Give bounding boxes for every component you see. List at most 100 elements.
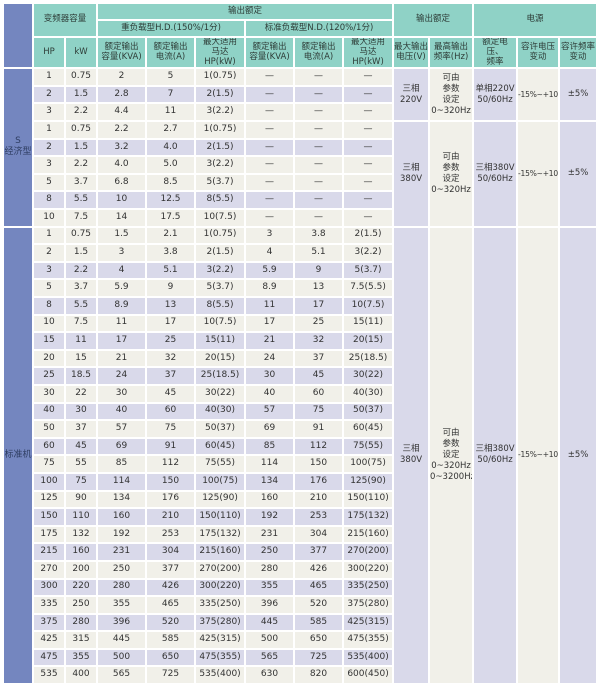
hd-capacity-cell: 2.2 bbox=[98, 122, 146, 138]
kw-cell: 15 bbox=[66, 350, 97, 367]
nd-capacity-cell: 396 bbox=[246, 597, 294, 613]
spec-row: 8 5.5 10 12.5 8(5.5) — — — bbox=[4, 192, 596, 209]
nd-current-cell: 150 bbox=[295, 456, 343, 472]
hd-motor-cell: 10(7.5) bbox=[196, 315, 245, 332]
nd-motor-cell: 425(315) bbox=[344, 614, 393, 631]
hp-cell: 15 bbox=[34, 333, 64, 349]
header-hp: HP bbox=[34, 38, 64, 68]
spec-row: 375 280 396 520 375(280) 445 585 425(315) bbox=[4, 614, 596, 631]
nd-current-cell: 32 bbox=[295, 333, 343, 349]
spec-row: 3 2.2 4 5.1 3(2.2) 5.9 9 5(3.7) bbox=[4, 262, 596, 279]
nd-capacity-cell: — bbox=[246, 104, 294, 121]
hd-motor-cell: 3(2.2) bbox=[196, 262, 245, 279]
nd-capacity-cell: 5.9 bbox=[246, 262, 294, 279]
max-voltage-cell: 三相 220V bbox=[394, 69, 429, 121]
nd-motor-cell: 40(30) bbox=[344, 385, 393, 402]
nd-capacity-cell: — bbox=[246, 139, 294, 156]
hd-capacity-cell: 8.9 bbox=[98, 298, 146, 314]
kw-cell: 2.2 bbox=[66, 157, 97, 173]
spec-row: 1 0.75 2.2 2.7 1(0.75) — — — 三相 380V 可由 参数 设定 0~3… bbox=[4, 122, 597, 226]
hd-capacity-cell: 250 bbox=[98, 561, 146, 578]
nd-capacity-cell: 114 bbox=[246, 456, 294, 472]
max-voltage-cell: 三相 380V bbox=[394, 122, 429, 226]
hd-motor-cell: 75(55) bbox=[196, 456, 245, 472]
hd-current-cell: 465 bbox=[147, 597, 195, 613]
kw-cell: 200 bbox=[66, 561, 97, 578]
nd-current-cell: — bbox=[295, 174, 343, 191]
spec-row: 3 2.2 4.4 11 3(2.2) — — — bbox=[4, 104, 596, 121]
nd-capacity-cell: 11 bbox=[246, 298, 294, 314]
nd-current-cell: 304 bbox=[295, 526, 343, 543]
hp-cell: 1 bbox=[34, 69, 64, 85]
nd-current-cell: 253 bbox=[295, 509, 343, 525]
frequency-tolerance-cell: ±5% bbox=[560, 122, 597, 226]
hp-cell: 1 bbox=[34, 122, 64, 138]
kw-cell: 5.5 bbox=[66, 298, 97, 314]
section-label: S 经济型 bbox=[4, 69, 32, 226]
kw-cell: 7.5 bbox=[66, 210, 97, 226]
spec-row: 425 315 445 585 425(315) 500 650 475(355) bbox=[4, 632, 596, 648]
nd-current-cell: — bbox=[295, 210, 343, 226]
hd-motor-cell: 125(90) bbox=[196, 491, 245, 508]
spec-row: 2 1.5 3 3.8 2(1.5) 4 5.1 3(2.2) bbox=[4, 245, 596, 261]
hd-current-cell: 2.1 bbox=[147, 227, 195, 244]
spec-row: 3 2.2 4.0 5.0 3(2.2) — — — bbox=[4, 157, 596, 173]
hd-current-cell: 5 bbox=[147, 69, 195, 85]
header-kw: kW bbox=[66, 38, 97, 68]
nd-capacity-cell: — bbox=[246, 192, 294, 209]
hp-cell: 5 bbox=[34, 280, 64, 297]
spec-row: 10 7.5 11 17 10(7.5) 17 25 15(11) bbox=[4, 315, 596, 332]
hd-current-cell: 426 bbox=[147, 579, 195, 596]
kw-cell: 18.5 bbox=[66, 368, 97, 384]
hd-capacity-cell: 4.4 bbox=[98, 104, 146, 121]
voltage-tolerance-cell: -15%~+10% bbox=[518, 69, 559, 121]
nd-capacity-cell: 21 bbox=[246, 333, 294, 349]
nd-motor-cell: 3(2.2) bbox=[344, 245, 393, 261]
spec-row: 30 22 30 45 30(22) 40 60 40(30) bbox=[4, 385, 596, 402]
hd-capacity-cell: 565 bbox=[98, 667, 146, 684]
hd-motor-cell: 535(400) bbox=[196, 667, 245, 684]
nd-current-cell: — bbox=[295, 104, 343, 121]
nd-capacity-cell: — bbox=[246, 210, 294, 226]
kw-cell: 160 bbox=[66, 544, 97, 560]
hp-cell: 300 bbox=[34, 579, 64, 596]
hp-cell: 5 bbox=[34, 174, 64, 191]
hd-capacity-cell: 2 bbox=[98, 69, 146, 85]
hp-cell: 60 bbox=[34, 438, 64, 455]
kw-cell: 90 bbox=[66, 491, 97, 508]
nd-motor-cell: 20(15) bbox=[344, 333, 393, 349]
hp-cell: 8 bbox=[34, 192, 64, 209]
hd-current-cell: 304 bbox=[147, 544, 195, 560]
hd-capacity-cell: 40 bbox=[98, 403, 146, 420]
spec-row: 50 37 57 75 50(37) 69 91 60(45) bbox=[4, 421, 596, 437]
header-rated-voltage-frequency: 额定电压、 频率 bbox=[474, 38, 517, 68]
header-output-rating: 输出额定 bbox=[98, 4, 393, 19]
nd-current-cell: 426 bbox=[295, 561, 343, 578]
hd-capacity-cell: 396 bbox=[98, 614, 146, 631]
nd-current-cell: — bbox=[295, 139, 343, 156]
hp-cell: 215 bbox=[34, 544, 64, 560]
kw-cell: 11 bbox=[66, 333, 97, 349]
hp-cell: 375 bbox=[34, 614, 64, 631]
nd-current-cell: 650 bbox=[295, 632, 343, 648]
nd-capacity-cell: 250 bbox=[246, 544, 294, 560]
hd-motor-cell: 8(5.5) bbox=[196, 192, 245, 209]
spec-row: 75 55 85 112 75(55) 114 150 100(75) bbox=[4, 456, 596, 472]
hd-current-cell: 5.0 bbox=[147, 157, 195, 173]
kw-cell: 1.5 bbox=[66, 139, 97, 156]
nd-motor-cell: 150(110) bbox=[344, 491, 393, 508]
header-power-supply: 电源 bbox=[474, 4, 597, 36]
hd-current-cell: 17.5 bbox=[147, 210, 195, 226]
hd-capacity-cell: 4.0 bbox=[98, 157, 146, 173]
hd-current-cell: 45 bbox=[147, 385, 195, 402]
hd-current-cell: 37 bbox=[147, 368, 195, 384]
hd-current-cell: 7 bbox=[147, 86, 195, 103]
nd-current-cell: 3.8 bbox=[295, 227, 343, 244]
nd-capacity-cell: 57 bbox=[246, 403, 294, 420]
nd-motor-cell: 375(280) bbox=[344, 597, 393, 613]
hd-capacity-cell: 30 bbox=[98, 385, 146, 402]
nd-capacity-cell: 134 bbox=[246, 473, 294, 490]
nd-current-cell: 520 bbox=[295, 597, 343, 613]
hd-motor-cell: 215(160) bbox=[196, 544, 245, 560]
nd-capacity-cell: 355 bbox=[246, 579, 294, 596]
